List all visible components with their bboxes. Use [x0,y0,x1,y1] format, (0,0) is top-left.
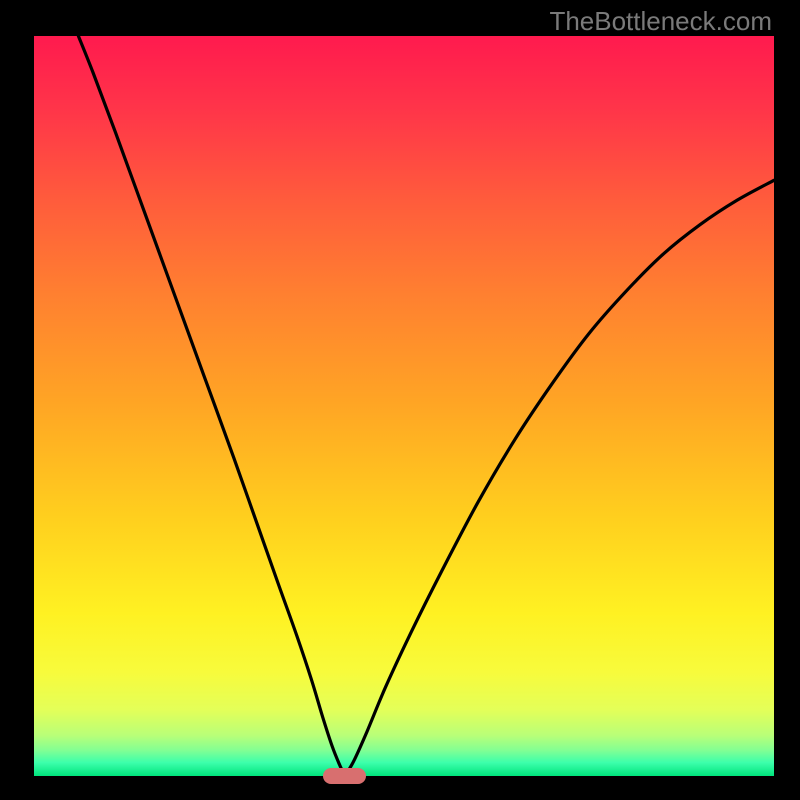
curve-left-segment [78,36,344,776]
chart-container: TheBottleneck.com [0,0,800,800]
minimum-marker [323,768,366,784]
curve-right-segment [345,180,774,776]
plot-area [34,36,774,776]
curve-svg [34,36,774,776]
watermark-text: TheBottleneck.com [549,6,772,37]
